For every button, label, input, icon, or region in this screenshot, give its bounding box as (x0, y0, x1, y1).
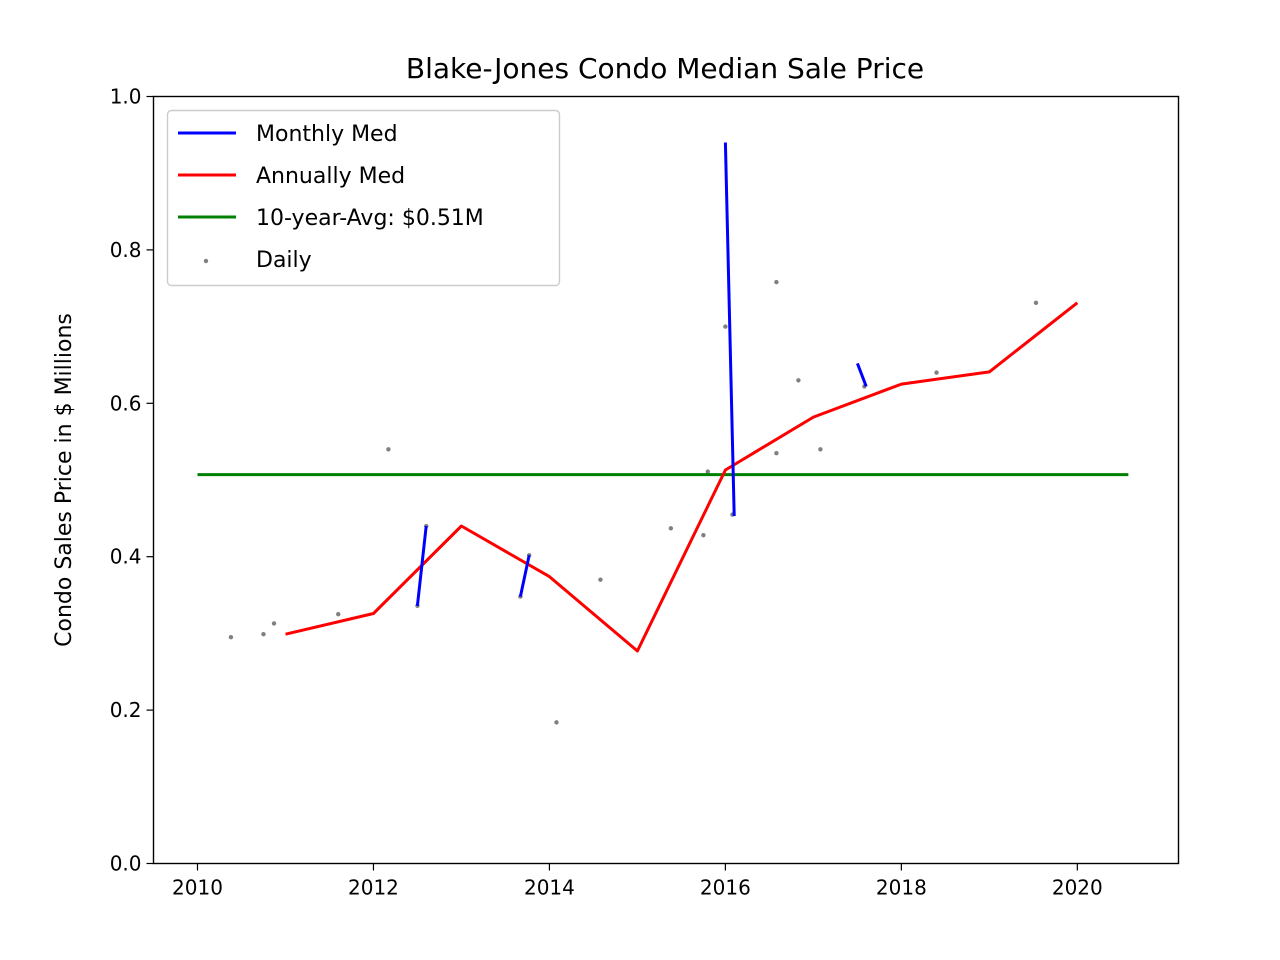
daily-point (336, 612, 341, 617)
y-tick-label: 0.8 (110, 238, 142, 262)
legend-swatch-daily (203, 258, 209, 264)
legend: Monthly Med Annually Med 10-year-Avg: $0.5… (166, 109, 561, 287)
daily-point (723, 324, 728, 329)
daily-point (774, 279, 779, 285)
daily-point (796, 378, 801, 383)
y-tick-label: 0.4 (110, 545, 142, 569)
daily-point (386, 447, 391, 452)
legend-label: 10-year-Avg: $0.51M (256, 206, 484, 231)
monthly-median-segment (415, 525, 428, 606)
daily-point (701, 533, 706, 538)
chart-title: Blake-Jones Condo Median Sale Price (406, 52, 924, 85)
daily-point (1033, 300, 1039, 306)
x-tick-label: 2012 (348, 876, 399, 900)
legend-label: Annually Med (256, 164, 405, 189)
daily-point (705, 469, 710, 474)
y-axis-title: Condo Sales Price in $ Millions (52, 313, 77, 647)
legend-label: Daily (256, 248, 312, 273)
plot-frame (152, 95, 1180, 865)
y-tick-label: 1.0 (110, 85, 142, 109)
x-tick-label: 2016 (700, 876, 751, 900)
daily-point (934, 370, 939, 375)
daily-point (261, 631, 266, 637)
y-tick-label: 0.0 (110, 852, 142, 876)
x-tick-label: 2014 (524, 876, 575, 900)
daily-point (598, 577, 603, 582)
legend-box (166, 109, 561, 287)
monthly-median-segment (855, 362, 868, 387)
daily-point (271, 621, 277, 626)
y-tick-label: 0.6 (110, 391, 142, 415)
daily-point (554, 720, 559, 725)
y-tick-label: 0.2 (110, 698, 142, 722)
x-tick-label: 2020 (1052, 876, 1103, 900)
monthly-median-segment (518, 554, 531, 597)
daily-point (818, 447, 823, 452)
daily-point (668, 526, 674, 531)
x-tick-label: 2018 (876, 876, 927, 900)
monthly-median-segment (723, 142, 736, 517)
daily-point (228, 635, 234, 640)
annual-median-line (285, 301, 1079, 653)
x-tick-label: 2010 (172, 876, 223, 900)
plot-area (197, 142, 1129, 725)
legend-label: Monthly Med (256, 122, 398, 147)
daily-point (774, 450, 779, 456)
axes: 2010 2012 2014 2016 2018 2020 0.0 0.2 0.4 0.6 0.8 1… (110, 85, 1103, 900)
